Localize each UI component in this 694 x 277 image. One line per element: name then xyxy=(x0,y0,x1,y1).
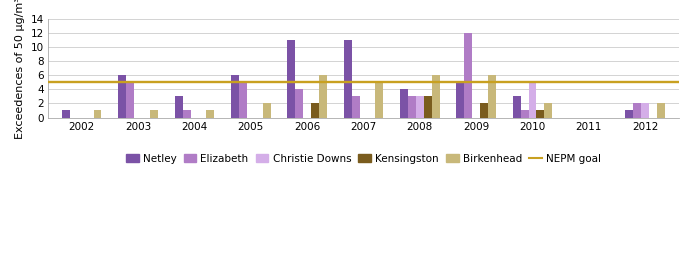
Bar xyxy=(311,103,319,117)
Bar xyxy=(375,82,383,117)
Bar xyxy=(536,111,544,117)
Bar xyxy=(480,103,488,117)
Bar xyxy=(416,96,424,117)
Bar xyxy=(464,33,472,117)
Bar xyxy=(432,75,439,117)
Bar xyxy=(94,111,101,117)
Bar xyxy=(488,75,496,117)
Bar xyxy=(344,40,352,117)
Legend: Netley, Elizabeth, Christie Downs, Kensingston, Birkenhead, NEPM goal: Netley, Elizabeth, Christie Downs, Kensi… xyxy=(126,153,601,163)
Bar xyxy=(126,82,134,117)
Bar xyxy=(400,89,408,117)
Bar xyxy=(641,103,649,117)
Bar xyxy=(296,89,303,117)
Bar xyxy=(625,111,634,117)
Bar xyxy=(239,82,247,117)
Bar xyxy=(634,103,641,117)
Y-axis label: Exceedences of 50 μg/m³: Exceedences of 50 μg/m³ xyxy=(15,0,25,139)
Bar xyxy=(513,96,520,117)
Bar xyxy=(175,96,183,117)
Bar xyxy=(62,111,70,117)
Bar xyxy=(150,111,158,117)
Bar xyxy=(424,96,432,117)
Bar xyxy=(457,82,464,117)
Bar xyxy=(529,82,536,117)
Bar xyxy=(287,40,296,117)
Bar xyxy=(319,75,327,117)
Bar xyxy=(231,75,239,117)
Bar xyxy=(183,111,191,117)
Bar xyxy=(119,75,126,117)
Bar xyxy=(206,111,214,117)
Bar xyxy=(408,96,416,117)
Bar xyxy=(544,103,552,117)
Bar xyxy=(520,111,529,117)
Bar xyxy=(352,96,359,117)
Bar xyxy=(657,103,665,117)
Bar xyxy=(262,103,271,117)
